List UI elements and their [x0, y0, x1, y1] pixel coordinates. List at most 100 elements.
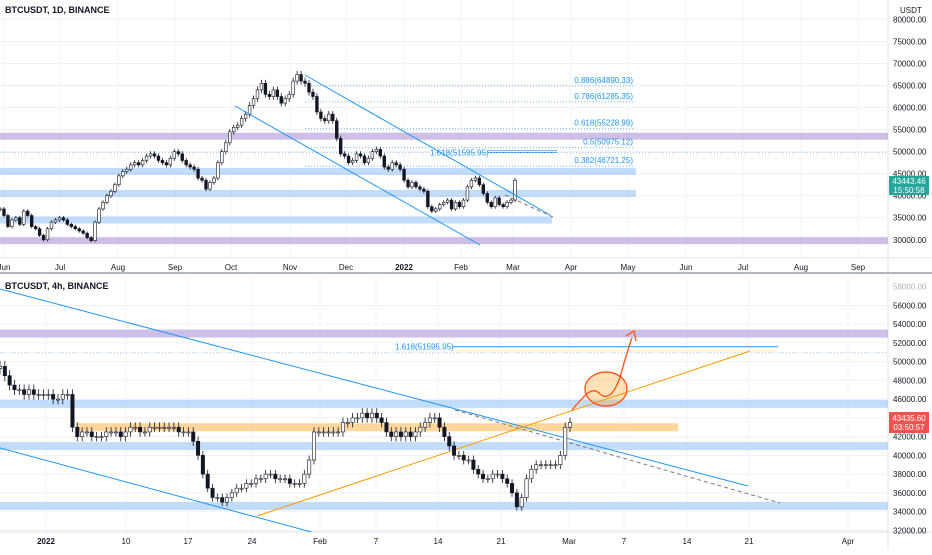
candle-body-down — [191, 431, 196, 442]
candle-body-down — [437, 417, 442, 428]
top-chart-plot[interactable] — [0, 70, 888, 246]
candle — [2, 206, 6, 218]
bottom-price-tag-bg — [889, 412, 929, 433]
candle-body-down — [138, 426, 143, 433]
candle-body-down — [22, 389, 27, 395]
candle — [204, 177, 208, 192]
descending-trendline[interactable] — [0, 288, 749, 487]
candle — [442, 200, 446, 207]
price-tick-label: 50000.00 — [893, 358, 927, 367]
candle — [490, 469, 495, 483]
bottom-time-axis[interactable]: 2022 10 17 24 Feb 7 14 21 Mar 7 14 21 Apr — [37, 537, 854, 546]
candle-body-up — [212, 177, 216, 183]
candle-body-down — [18, 217, 22, 225]
candle — [168, 155, 173, 168]
channel-upper-line[interactable] — [304, 74, 551, 216]
price-tick-label: 30000.00 — [893, 236, 927, 245]
candle-body-down — [514, 492, 519, 508]
candle-body-up — [394, 431, 399, 437]
level-zone-blue[interactable] — [0, 399, 888, 408]
lower-channel-line[interactable] — [0, 447, 315, 533]
candle — [283, 95, 287, 107]
candle — [167, 422, 172, 433]
candle — [336, 427, 341, 437]
price-tick-label: 35000.00 — [893, 214, 927, 223]
candle-body-down — [485, 193, 489, 203]
candle — [37, 227, 42, 238]
level-zone-blue[interactable] — [0, 216, 552, 224]
candle-body-up — [374, 149, 379, 152]
candle-body-down — [362, 155, 367, 163]
candle — [113, 427, 118, 437]
candle-body-down — [489, 202, 493, 208]
price-tick-label: 52000.00 — [893, 339, 927, 348]
time-tick-label: Feb — [454, 263, 468, 272]
candle-body-down — [311, 91, 315, 97]
candle-body-up — [216, 162, 220, 179]
level-zone-purple[interactable] — [0, 237, 888, 245]
level-zone-blue[interactable] — [0, 501, 888, 510]
candle — [553, 460, 558, 470]
candle-body-up — [84, 431, 89, 434]
time-tick-label: Apr — [565, 263, 578, 272]
candle-body-down — [69, 224, 73, 227]
candle-body-up — [57, 217, 62, 221]
candle — [61, 215, 66, 222]
bottom-last-price-tag: 43435.60 03:50:57 — [889, 412, 929, 433]
time-tick-label: 14 — [683, 537, 692, 546]
candle — [493, 195, 497, 209]
candle — [6, 213, 10, 229]
channel-dashed-line[interactable] — [504, 194, 556, 219]
ascending-support-line[interactable] — [256, 350, 751, 517]
currency-label: USDT — [900, 6, 922, 15]
candle-body-up — [22, 210, 26, 225]
candle-body-up — [465, 186, 470, 201]
channel-lower-line[interactable] — [234, 105, 481, 246]
candle-body-up — [41, 394, 46, 396]
candle-body-down — [192, 166, 196, 170]
level-zone-orange[interactable] — [76, 423, 678, 432]
candle — [232, 124, 236, 135]
candle — [379, 412, 384, 428]
candle — [97, 206, 101, 224]
candle-body-up — [128, 426, 133, 433]
highlight-circle[interactable] — [584, 371, 628, 407]
candle — [307, 455, 312, 479]
candle — [449, 198, 454, 211]
candle — [350, 157, 355, 166]
top-level-zones — [0, 132, 888, 245]
candle — [466, 455, 471, 465]
candle-body-up — [418, 426, 423, 433]
candle — [394, 427, 399, 442]
projection-arrow-path[interactable] — [571, 337, 633, 411]
level-zone-blue[interactable] — [0, 441, 888, 450]
candle-body-up — [142, 431, 147, 434]
top-price-axis[interactable]: 30000.00 35000.00 40000.00 45000.00 50000.00… — [893, 15, 927, 244]
candle-body-up — [307, 459, 312, 475]
candle — [355, 412, 360, 423]
candle-body-up — [232, 127, 236, 133]
time-tick-label: 21 — [497, 537, 506, 546]
candle — [147, 422, 152, 437]
candle-body-down — [26, 210, 30, 216]
candle — [31, 384, 36, 400]
dashed-projection-line[interactable] — [454, 409, 781, 504]
level-zone-blue[interactable] — [0, 167, 636, 175]
bottom-chart-plot[interactable] — [0, 288, 888, 533]
candle — [398, 427, 403, 442]
level-zone-purple[interactable] — [0, 132, 888, 140]
candle-body-up — [519, 497, 524, 508]
candle — [210, 484, 215, 502]
projection-arrow-head[interactable] — [625, 329, 637, 342]
top-time-axis[interactable]: Jun Jul Aug Sep Oct Nov Dec 2022 Feb Mar Apr May Jun… — [0, 263, 866, 272]
time-tick-label: Jun — [0, 263, 10, 272]
level-zone-purple[interactable] — [0, 329, 888, 338]
candle — [510, 479, 515, 497]
candle — [172, 148, 176, 161]
candle-body-up — [327, 113, 331, 122]
candle-body-up — [97, 208, 101, 223]
level-zone-blue[interactable] — [0, 190, 636, 197]
candle — [109, 427, 114, 437]
candle-body-up — [0, 208, 2, 211]
